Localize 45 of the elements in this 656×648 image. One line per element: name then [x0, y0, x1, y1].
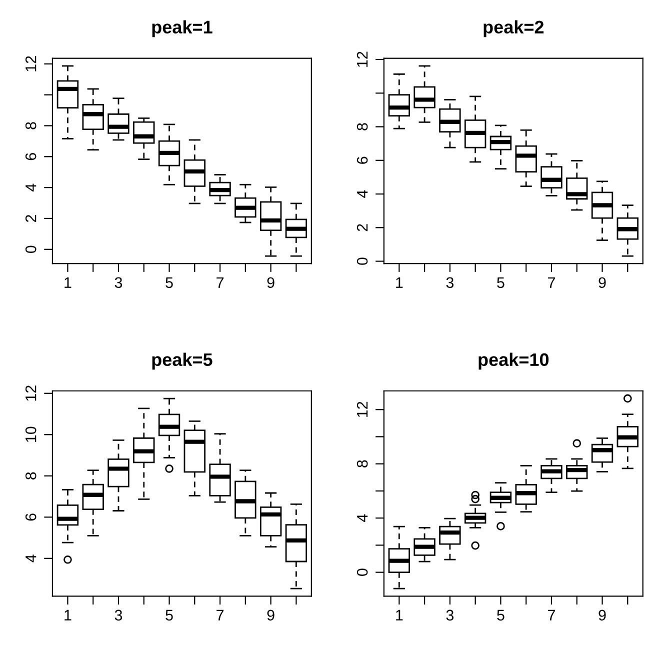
- x-tick-label: 9: [598, 610, 606, 621]
- x-tick-label: 3: [446, 610, 454, 621]
- x-tick-label: 9: [598, 277, 606, 288]
- x-tick-label: 1: [64, 277, 72, 288]
- chart-title: peak=1: [152, 20, 212, 38]
- x-tick-label: 9: [267, 610, 274, 621]
- y-tick-label: 2: [356, 224, 368, 232]
- x-tick-label: 3: [114, 277, 122, 288]
- x-tick-label: 1: [64, 610, 72, 620]
- x-tick-label: 1: [396, 610, 403, 620]
- x-tick-label: 7: [548, 277, 555, 288]
- y-tick-label: 6: [25, 153, 36, 160]
- x-tick-label: 3: [446, 277, 454, 288]
- y-tick-label: 0: [25, 246, 36, 254]
- y-tick-label: 8: [25, 472, 36, 480]
- y-tick-label: 8: [356, 460, 368, 468]
- y-tick-label: 12: [356, 402, 368, 417]
- y-tick-label: 4: [26, 554, 36, 562]
- x-tick-label: 5: [166, 277, 173, 288]
- y-tick-label: 0: [356, 258, 368, 265]
- x-tick-label: 7: [548, 610, 555, 620]
- y-tick-label: 6: [356, 156, 368, 164]
- chart-title: peak=2: [484, 20, 544, 38]
- y-tick-label: 4: [26, 184, 36, 192]
- y-tick-label: 6: [25, 514, 36, 521]
- x-tick-label: 9: [267, 277, 274, 288]
- y-tick-label: 10: [25, 426, 36, 442]
- y-tick-label: 2: [25, 214, 36, 222]
- y-tick-label: 12: [25, 386, 36, 401]
- y-tick-label: 12: [25, 56, 36, 72]
- y-tick-label: 8: [356, 123, 368, 130]
- x-tick-label: 1: [396, 277, 403, 288]
- x-tick-label: 5: [497, 277, 504, 288]
- x-tick-label: 7: [216, 610, 224, 620]
- y-tick-label: 12: [356, 52, 368, 67]
- x-tick-label: 7: [216, 277, 224, 288]
- x-tick-label: 5: [497, 610, 504, 621]
- y-tick-label: 4: [357, 514, 368, 522]
- x-tick-label: 3: [114, 610, 122, 621]
- chart-title: peak=10: [478, 352, 549, 370]
- x-tick-label: 5: [166, 610, 173, 621]
- chart-title: peak=5: [152, 352, 212, 370]
- y-tick-label: 4: [357, 190, 368, 198]
- y-tick-label: 8: [25, 122, 36, 130]
- y-tick-label: 0: [356, 568, 368, 576]
